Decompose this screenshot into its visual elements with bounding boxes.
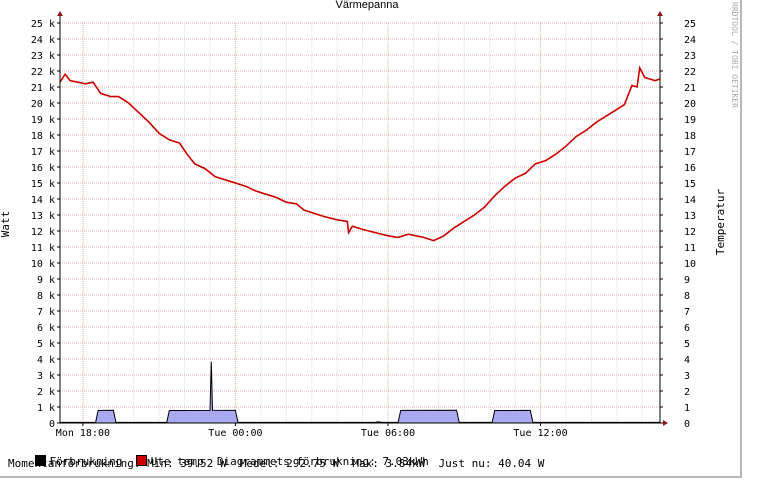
y-tick-label-left: 7 k xyxy=(37,307,55,318)
x-tick-label: Tue 06:00 xyxy=(361,428,415,439)
y-tick-label-right: 13 xyxy=(684,211,696,222)
axis-labels: 0 1 k 2 k 3 k 4 k 5 k 6 k 7 k 8 k 9 k 10 k 11 k 12 k… xyxy=(31,19,696,439)
legend-swatch-forbrukning xyxy=(34,455,46,466)
y-tick-label-right: 16 xyxy=(684,163,696,174)
y-tick-label-left: 13 k xyxy=(31,211,55,222)
x-tick-label: Tue 12:00 xyxy=(513,428,567,439)
y-tick-label-left: 19 k xyxy=(31,115,55,126)
y-tick-label-left: 15 k xyxy=(31,179,55,190)
legend-row: Förbrukning Ute temp Diagrammets förbruk… xyxy=(8,442,429,481)
y-tick-label-left: 23 k xyxy=(31,51,55,62)
rrdtool-watermark: RRDTOOL / TOBI OETIKER xyxy=(730,2,739,108)
y-axis-left-label: Watt xyxy=(0,211,12,238)
legend-swatch-ute-temp xyxy=(135,455,147,466)
y-tick-label-left: 22 k xyxy=(31,67,55,78)
y-tick-label-right: 8 xyxy=(684,291,690,302)
y-axis-right-label: Temperatur xyxy=(714,189,727,256)
y-tick-label-left: 0 xyxy=(49,419,55,430)
y-tick-label-right: 6 xyxy=(684,323,690,334)
y-tick-label-left: 10 k xyxy=(31,259,55,270)
y-tick-label-left: 18 k xyxy=(31,131,55,142)
y-tick-label-left: 25 k xyxy=(31,19,55,30)
y-tick-label-right: 10 xyxy=(684,259,696,270)
y-tick-label-left: 2 k xyxy=(37,387,55,398)
y-tick-label-left: 6 k xyxy=(37,323,55,334)
legend-forbrukning: Förbrukning xyxy=(49,455,123,468)
y-tick-label-right: 4 xyxy=(684,355,690,366)
diagram-consumption: Diagrammets förbrukning: 7.03kWh xyxy=(216,455,429,468)
y-tick-label-left: 16 k xyxy=(31,163,55,174)
y-tick-label-right: 21 xyxy=(684,83,696,94)
chart-canvas: 0 1 k 2 k 3 k 4 k 5 k 6 k 7 k 8 k 9 k 10 k 11 k 12 k… xyxy=(0,0,739,439)
y-tick-label-right: 3 xyxy=(684,371,690,382)
legend-ute-temp: Ute temp xyxy=(150,455,204,468)
y-tick-label-left: 4 k xyxy=(37,355,55,366)
chart-frame: 0 1 k 2 k 3 k 4 k 5 k 6 k 7 k 8 k 9 k 10 k 11 k 12 k… xyxy=(0,0,742,478)
y-tick-label-right: 20 xyxy=(684,99,696,110)
y-tick-label-left: 9 k xyxy=(37,275,55,286)
y-tick-label-right: 15 xyxy=(684,179,696,190)
x-tick-label: Mon 18:00 xyxy=(56,428,110,439)
y-tick-label-right: 12 xyxy=(684,227,696,238)
x-tick-label: Tue 00:00 xyxy=(208,428,262,439)
y-axis-right-arrow xyxy=(657,11,663,16)
y-tick-label-right: 9 xyxy=(684,275,690,286)
y-tick-label-left: 20 k xyxy=(31,99,55,110)
y-tick-label-right: 0 xyxy=(684,419,690,430)
grid-lines xyxy=(60,22,660,424)
y-tick-label-right: 1 xyxy=(684,403,690,414)
series-ute-temp-line xyxy=(59,65,661,242)
y-tick-label-left: 24 k xyxy=(31,35,55,46)
y-tick-label-right: 7 xyxy=(684,307,690,318)
y-tick-label-left: 11 k xyxy=(31,243,55,254)
series-forbrukning-line xyxy=(60,361,660,423)
y-tick-label-left: 12 k xyxy=(31,227,55,238)
y-axis-left-arrow xyxy=(57,11,63,16)
y-tick-label-right: 24 xyxy=(684,35,696,46)
y-tick-label-right: 19 xyxy=(684,115,696,126)
y-tick-label-right: 18 xyxy=(684,131,696,142)
x-axis-arrow xyxy=(663,420,668,426)
y-tick-label-left: 17 k xyxy=(31,147,55,158)
y-tick-label-left: 5 k xyxy=(37,339,55,350)
y-tick-label-left: 21 k xyxy=(31,83,55,94)
y-tick-label-right: 11 xyxy=(684,243,696,254)
series-forbrukning-area xyxy=(60,361,660,423)
stats-line: Momentanförbrukning: Min: 39.52 W Medel:… xyxy=(8,457,545,470)
y-tick-label-right: 22 xyxy=(684,67,696,78)
y-tick-label-left: 14 k xyxy=(31,195,55,206)
axes xyxy=(57,11,668,426)
y-tick-label-right: 14 xyxy=(684,195,696,206)
y-tick-label-right: 17 xyxy=(684,147,696,158)
y-tick-label-right: 2 xyxy=(684,387,690,398)
y-tick-label-left: 1 k xyxy=(37,403,55,414)
chart-title: Värmepanna xyxy=(336,0,400,11)
y-tick-label-left: 8 k xyxy=(37,291,55,302)
y-tick-label-right: 25 xyxy=(684,19,696,30)
y-tick-label-left: 3 k xyxy=(37,371,55,382)
y-tick-label-right: 23 xyxy=(684,51,696,62)
y-tick-label-right: 5 xyxy=(684,339,690,350)
